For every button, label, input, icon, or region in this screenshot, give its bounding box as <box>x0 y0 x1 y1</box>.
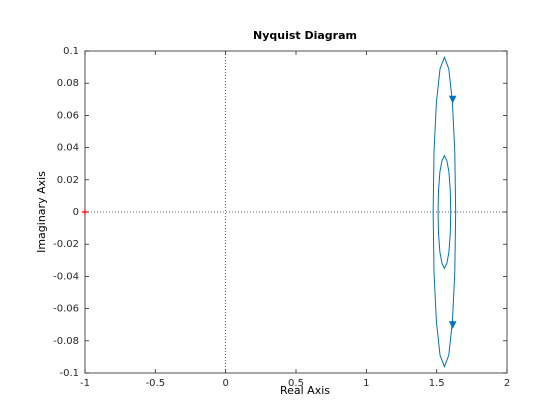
x-tick-label: 2 <box>504 378 510 389</box>
y-tick-label: 0.08 <box>57 78 79 89</box>
x-tick-label: 0 <box>222 378 228 389</box>
x-axis-label: Real Axis <box>280 384 330 397</box>
direction-arrow <box>448 321 457 329</box>
y-axis-label: Imaginary Axis <box>35 171 48 253</box>
y-tick-label: 0.02 <box>57 175 79 186</box>
x-tick-label: 0.5 <box>288 378 304 389</box>
y-tick-label: -0.02 <box>53 239 79 250</box>
x-tick-label: -1 <box>80 378 90 389</box>
x-tick-label: 1.5 <box>429 378 445 389</box>
critical-point <box>82 209 88 215</box>
nyquist-curve <box>432 56 457 368</box>
y-tick-label: 0 <box>73 207 79 218</box>
y-tick-label: 0.04 <box>57 143 79 154</box>
y-tick-label: 0.06 <box>57 110 79 121</box>
y-tick-label: 0.1 <box>63 46 79 57</box>
y-tick-label: -0.06 <box>53 304 79 315</box>
y-tick-label: -0.08 <box>53 336 79 347</box>
nyquist-curve <box>437 154 452 270</box>
x-tick-label: 1 <box>363 378 369 389</box>
x-tick-label: -0.5 <box>146 378 166 389</box>
y-tick-label: -0.04 <box>53 271 79 282</box>
direction-arrow <box>448 95 457 104</box>
y-tick-label: -0.1 <box>59 368 79 379</box>
chart-title: Nyquist Diagram <box>253 29 357 42</box>
